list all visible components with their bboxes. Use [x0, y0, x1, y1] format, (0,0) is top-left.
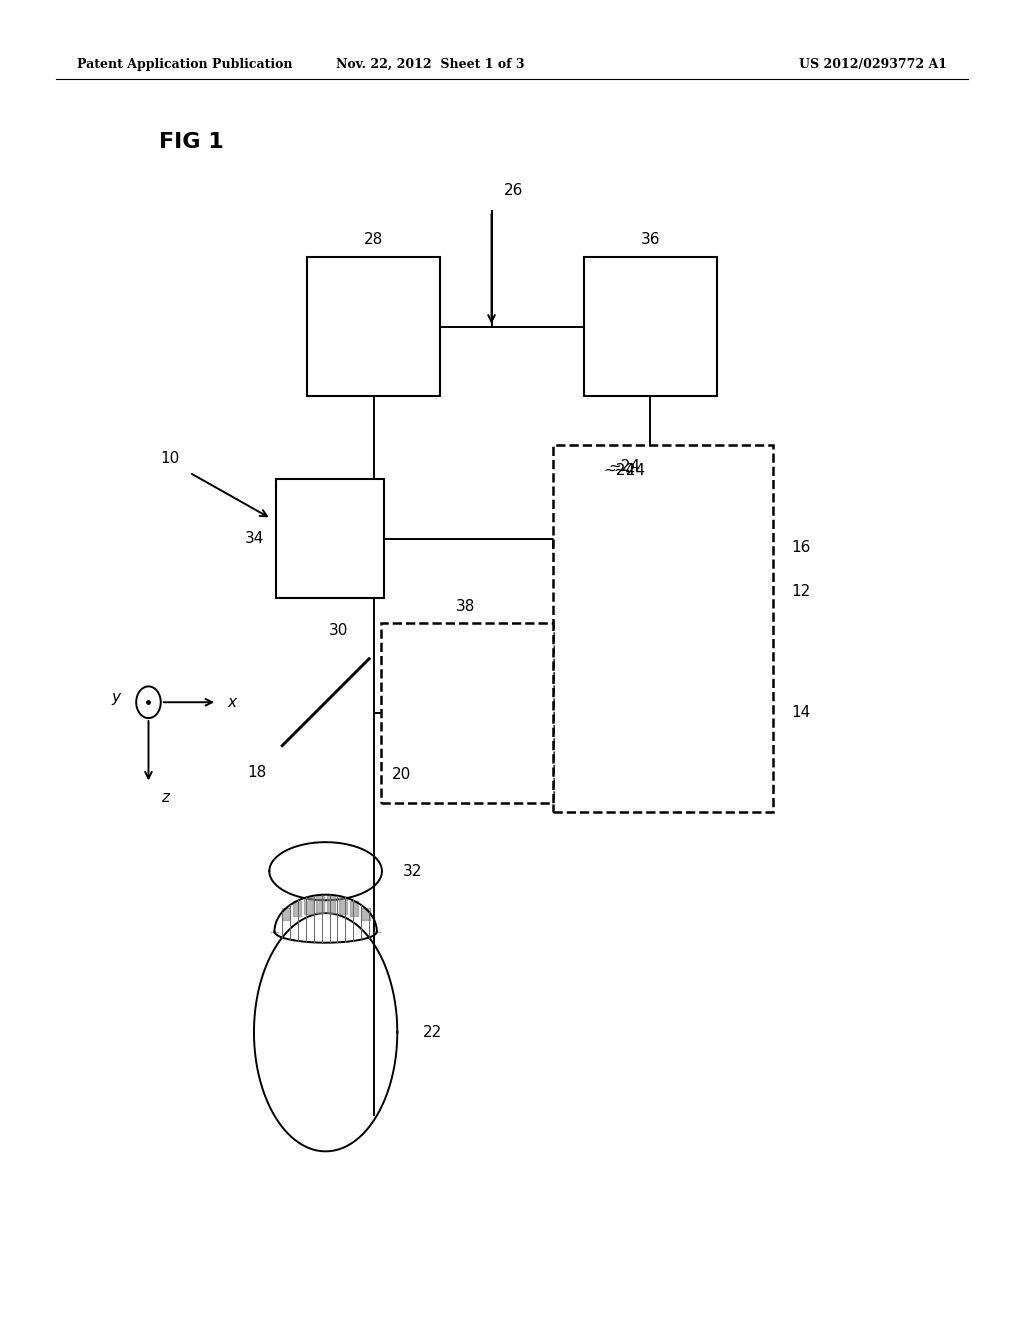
- Text: 18: 18: [248, 766, 267, 780]
- Text: 34: 34: [245, 531, 264, 546]
- Text: 38: 38: [456, 599, 475, 614]
- Text: 10: 10: [160, 451, 179, 466]
- Text: ~24: ~24: [603, 463, 635, 478]
- Text: 28: 28: [365, 232, 383, 247]
- Text: Nov. 22, 2012  Sheet 1 of 3: Nov. 22, 2012 Sheet 1 of 3: [336, 58, 524, 71]
- Text: Patent Application Publication: Patent Application Publication: [77, 58, 292, 71]
- Text: FIG 1: FIG 1: [159, 132, 223, 152]
- Bar: [584, 482, 717, 614]
- Text: x: x: [227, 694, 237, 710]
- Text: y: y: [112, 690, 121, 705]
- Text: 32: 32: [402, 863, 422, 879]
- Text: ~24: ~24: [613, 463, 645, 478]
- Text: 12: 12: [792, 585, 811, 599]
- Bar: [276, 479, 384, 598]
- Text: 20: 20: [392, 767, 412, 783]
- Bar: [399, 647, 502, 779]
- Text: 36: 36: [640, 232, 660, 247]
- Text: 26: 26: [504, 183, 523, 198]
- Text: ~24: ~24: [608, 459, 640, 474]
- Text: US 2012/0293772 A1: US 2012/0293772 A1: [799, 58, 947, 71]
- Text: 16: 16: [792, 540, 811, 556]
- Bar: [584, 257, 717, 396]
- Bar: [381, 623, 553, 803]
- Bar: [307, 257, 440, 396]
- Bar: [553, 445, 773, 812]
- Bar: [584, 647, 717, 779]
- Text: 30: 30: [329, 623, 348, 639]
- Text: 22: 22: [423, 1024, 442, 1040]
- Text: 14: 14: [792, 705, 811, 721]
- Text: z: z: [161, 789, 169, 805]
